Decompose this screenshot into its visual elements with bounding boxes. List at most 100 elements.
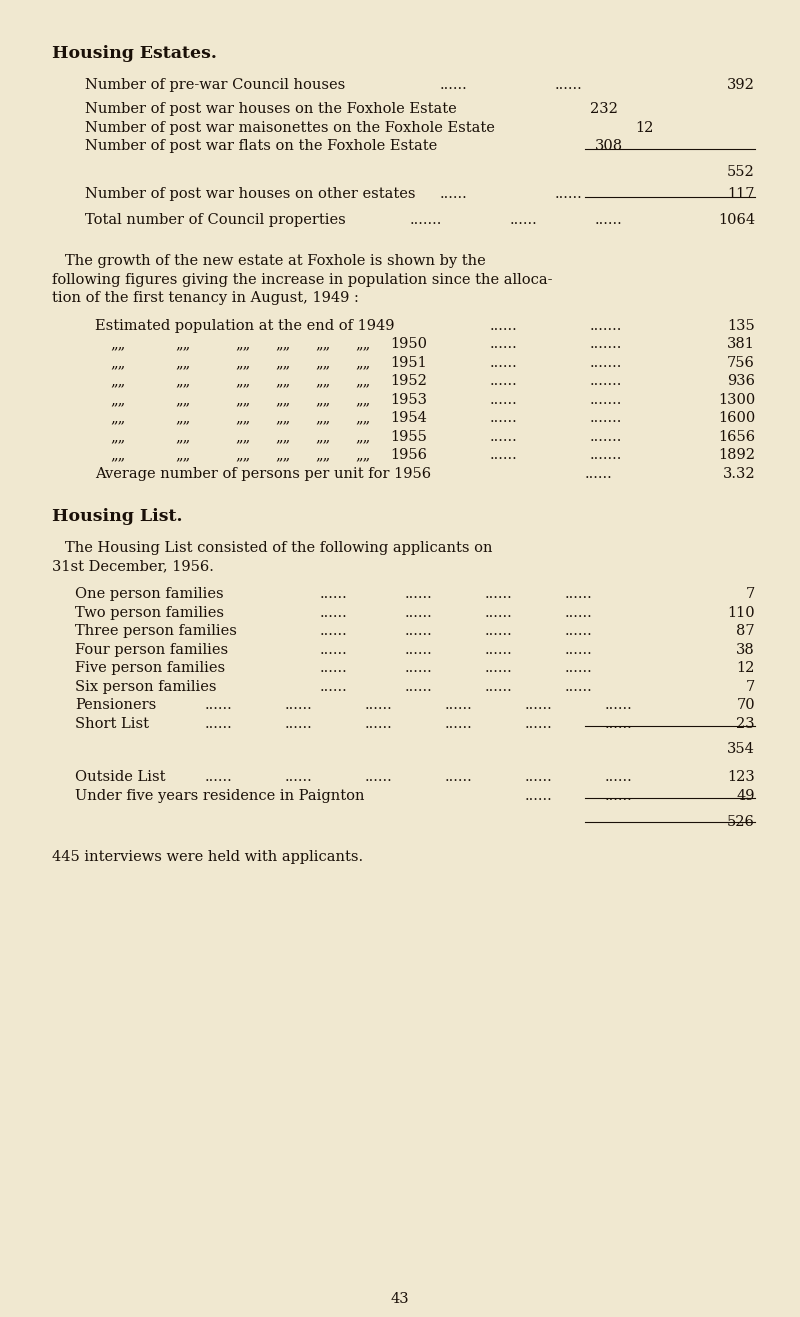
Text: .......: ....... [410, 213, 442, 228]
Text: „„: „„ [175, 448, 190, 462]
Text: „„: „„ [315, 411, 330, 425]
Text: ......: ...... [605, 770, 633, 784]
Text: Pensioners: Pensioners [75, 698, 156, 712]
Text: ......: ...... [440, 78, 468, 92]
Text: .......: ....... [590, 356, 622, 370]
Text: „„: „„ [355, 392, 370, 407]
Text: ......: ...... [490, 356, 518, 370]
Text: ......: ...... [565, 624, 593, 637]
Text: ......: ...... [555, 78, 582, 92]
Text: „„: „„ [110, 429, 126, 444]
Text: „„: „„ [315, 374, 330, 389]
Text: „„: „„ [235, 429, 250, 444]
Text: 1656: 1656 [718, 429, 755, 444]
Text: 12: 12 [737, 661, 755, 676]
Text: 49: 49 [737, 789, 755, 802]
Text: ......: ...... [485, 680, 513, 694]
Text: „„: „„ [110, 356, 126, 370]
Text: „„: „„ [235, 374, 250, 389]
Text: following figures giving the increase in population since the alloca-: following figures giving the increase in… [52, 273, 553, 287]
Text: .......: ....... [590, 337, 622, 352]
Text: ......: ...... [485, 661, 513, 676]
Text: ......: ...... [485, 606, 513, 619]
Text: One person families: One person families [75, 587, 224, 601]
Text: „„: „„ [315, 429, 330, 444]
Text: ......: ...... [490, 319, 518, 333]
Text: ......: ...... [490, 337, 518, 352]
Text: „„: „„ [275, 374, 290, 389]
Text: ......: ...... [320, 624, 348, 637]
Text: ......: ...... [320, 661, 348, 676]
Text: 43: 43 [390, 1292, 410, 1306]
Text: .......: ....... [590, 429, 622, 444]
Text: 1600: 1600 [718, 411, 755, 425]
Text: Housing Estates.: Housing Estates. [52, 45, 217, 62]
Text: „„: „„ [175, 411, 190, 425]
Text: 87: 87 [736, 624, 755, 637]
Text: ......: ...... [285, 770, 313, 784]
Text: Number of post war flats on the Foxhole Estate: Number of post war flats on the Foxhole … [85, 140, 438, 153]
Text: „„: „„ [175, 374, 190, 389]
Text: The Housing List consisted of the following applicants on: The Housing List consisted of the follow… [65, 541, 493, 554]
Text: 381: 381 [727, 337, 755, 352]
Text: .......: ....... [590, 319, 622, 333]
Text: .......: ....... [590, 374, 622, 389]
Text: The growth of the new estate at Foxhole is shown by the: The growth of the new estate at Foxhole … [65, 254, 486, 269]
Text: Under five years residence in Paignton: Under five years residence in Paignton [75, 789, 365, 802]
Text: ......: ...... [565, 587, 593, 601]
Text: ......: ...... [205, 698, 233, 712]
Text: 7: 7 [746, 587, 755, 601]
Text: ......: ...... [525, 770, 553, 784]
Text: 7: 7 [746, 680, 755, 694]
Text: ......: ...... [565, 661, 593, 676]
Text: 135: 135 [727, 319, 755, 333]
Text: Estimated population at the end of 1949: Estimated population at the end of 1949 [95, 319, 394, 333]
Text: „„: „„ [275, 392, 290, 407]
Text: „„: „„ [315, 337, 330, 352]
Text: ......: ...... [485, 624, 513, 637]
Text: 1951: 1951 [390, 356, 426, 370]
Text: 1950: 1950 [390, 337, 427, 352]
Text: ......: ...... [405, 643, 433, 657]
Text: ......: ...... [565, 606, 593, 619]
Text: Average number of persons per unit for 1956: Average number of persons per unit for 1… [95, 466, 431, 481]
Text: 526: 526 [727, 815, 755, 828]
Text: 23: 23 [736, 716, 755, 731]
Text: „„: „„ [275, 448, 290, 462]
Text: ......: ...... [510, 213, 538, 228]
Text: „„: „„ [275, 337, 290, 352]
Text: ......: ...... [205, 716, 233, 731]
Text: „„: „„ [110, 337, 126, 352]
Text: 552: 552 [727, 165, 755, 179]
Text: 1952: 1952 [390, 374, 427, 389]
Text: ......: ...... [565, 643, 593, 657]
Text: ......: ...... [320, 606, 348, 619]
Text: Number of post war maisonettes on the Foxhole Estate: Number of post war maisonettes on the Fo… [85, 121, 495, 134]
Text: ......: ...... [440, 187, 468, 202]
Text: ......: ...... [445, 698, 473, 712]
Text: 70: 70 [736, 698, 755, 712]
Text: Six person families: Six person families [75, 680, 217, 694]
Text: ......: ...... [565, 680, 593, 694]
Text: „„: „„ [235, 392, 250, 407]
Text: 1892: 1892 [718, 448, 755, 462]
Text: 445 interviews were held with applicants.: 445 interviews were held with applicants… [52, 849, 363, 864]
Text: 756: 756 [727, 356, 755, 370]
Text: ......: ...... [525, 789, 553, 802]
Text: ......: ...... [320, 643, 348, 657]
Text: ......: ...... [405, 606, 433, 619]
Text: Short List: Short List [75, 716, 149, 731]
Text: 308: 308 [595, 140, 623, 153]
Text: ......: ...... [595, 213, 622, 228]
Text: „„: „„ [355, 429, 370, 444]
Text: „„: „„ [110, 448, 126, 462]
Text: „„: „„ [355, 374, 370, 389]
Text: Four person families: Four person families [75, 643, 228, 657]
Text: 1956: 1956 [390, 448, 427, 462]
Text: ......: ...... [490, 411, 518, 425]
Text: tion of the first tenancy in August, 1949 :: tion of the first tenancy in August, 194… [52, 291, 359, 306]
Text: ......: ...... [605, 698, 633, 712]
Text: .......: ....... [590, 392, 622, 407]
Text: ......: ...... [490, 374, 518, 389]
Text: Number of pre-war Council houses: Number of pre-war Council houses [85, 78, 346, 92]
